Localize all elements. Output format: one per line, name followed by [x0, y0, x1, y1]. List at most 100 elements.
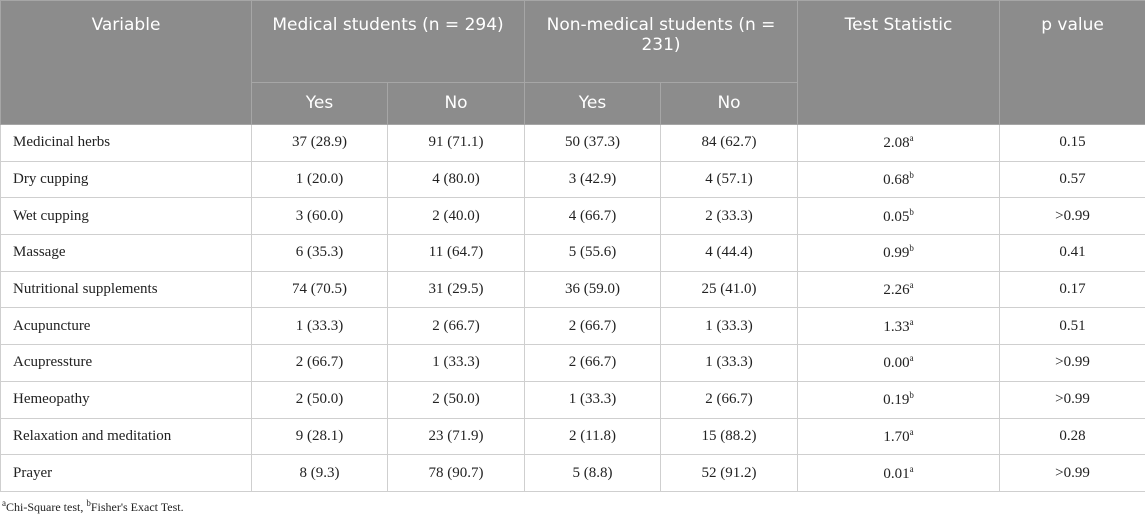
- stat-footnote-marker: b: [909, 243, 914, 254]
- cell-non-yes: 2 (11.8): [524, 417, 662, 456]
- cell-test-statistic: 0.68b: [797, 160, 1001, 199]
- cell-med-no: 78 (90.7): [386, 454, 526, 492]
- cell-med-no: 91 (71.1): [386, 124, 526, 162]
- header-variable: Variable: [0, 0, 252, 125]
- footnote-b-marker: b: [86, 497, 91, 508]
- header-non-no: No: [660, 82, 799, 125]
- cell-test-statistic: 0.19b: [797, 380, 1001, 419]
- cell-med-no: 11 (64.7): [386, 234, 526, 272]
- cell-test-statistic: 1.70a: [797, 417, 1001, 456]
- cell-p-value: 0.41: [999, 234, 1145, 272]
- cell-non-no: 25 (41.0): [660, 270, 799, 309]
- cell-test-statistic: 1.33a: [797, 307, 1001, 346]
- stat-footnote-marker: a: [909, 280, 914, 291]
- cell-med-yes: 3 (60.0): [251, 197, 388, 236]
- cell-test-statistic: 2.08a: [797, 124, 1001, 162]
- cell-non-no: 1 (33.3): [660, 344, 799, 382]
- cell-non-no: 2 (33.3): [660, 197, 799, 236]
- cell-non-yes: 5 (55.6): [524, 234, 662, 272]
- cell-p-value: 0.28: [999, 417, 1145, 456]
- cell-med-yes: 6 (35.3): [251, 234, 388, 272]
- cell-test-statistic: 0.00a: [797, 344, 1001, 382]
- table-row: Dry cupping 1 (20.0) 4 (80.0) 3 (42.9) 4 (57…: [0, 160, 1145, 199]
- header-nonmedical: Non-medical students (n = 231): [524, 0, 799, 83]
- header-p-value: p value: [999, 0, 1145, 125]
- results-table: Variable Medical students (n = 294) Non-…: [0, 0, 1145, 492]
- cell-test-statistic: 0.99b: [797, 234, 1001, 272]
- stat-footnote-marker: a: [909, 133, 914, 144]
- cell-variable: Massage: [0, 234, 252, 272]
- header-med-yes: Yes: [251, 82, 388, 125]
- cell-non-no: 52 (91.2): [660, 454, 799, 492]
- stat-footnote-marker: a: [909, 316, 914, 327]
- cell-med-yes: 1 (20.0): [251, 160, 388, 199]
- table-row: Acupressture 2 (66.7) 1 (33.3) 2 (66.7) 1 (3…: [0, 344, 1145, 382]
- cell-non-no: 1 (33.3): [660, 307, 799, 346]
- header-med-no: No: [386, 82, 526, 125]
- table-row: Acupuncture 1 (33.3) 2 (66.7) 2 (66.7) 1 (33…: [0, 307, 1145, 346]
- cell-p-value: 0.51: [999, 307, 1145, 346]
- cell-p-value: >0.99: [999, 344, 1145, 382]
- cell-med-no: 2 (66.7): [386, 307, 526, 346]
- cell-variable: Acupressture: [0, 344, 252, 382]
- cell-variable: Dry cupping: [0, 160, 252, 199]
- footnote-a-marker: a: [2, 497, 6, 508]
- stat-value: 1.70: [883, 428, 910, 445]
- stat-value: 0.19: [883, 392, 910, 409]
- cell-p-value: >0.99: [999, 197, 1145, 236]
- cell-test-statistic: 0.05b: [797, 197, 1001, 236]
- cell-med-yes: 2 (50.0): [251, 380, 388, 419]
- cell-p-value: 0.17: [999, 270, 1145, 309]
- cell-non-yes: 1 (33.3): [524, 380, 662, 419]
- cell-med-yes: 1 (33.3): [251, 307, 388, 346]
- table-row: Massage 6 (35.3) 11 (64.7) 5 (55.6) 4 (44.4)…: [0, 234, 1145, 272]
- stat-footnote-marker: b: [909, 206, 914, 217]
- cell-test-statistic: 2.26a: [797, 270, 1001, 309]
- cell-non-yes: 50 (37.3): [524, 124, 662, 162]
- cell-med-no: 1 (33.3): [386, 344, 526, 382]
- cell-non-no: 84 (62.7): [660, 124, 799, 162]
- cell-non-yes: 2 (66.7): [524, 344, 662, 382]
- header-test-statistic: Test Statistic: [797, 0, 1001, 125]
- stat-value: 0.05: [883, 208, 910, 225]
- cell-med-yes: 8 (9.3): [251, 454, 388, 492]
- cell-med-yes: 37 (28.9): [251, 124, 388, 162]
- table-row: Nutritional supplements 74 (70.5) 31 (29.5…: [0, 270, 1145, 309]
- cell-p-value: >0.99: [999, 380, 1145, 419]
- cell-variable: Prayer: [0, 454, 252, 492]
- cell-non-no: 4 (44.4): [660, 234, 799, 272]
- cell-non-yes: 2 (66.7): [524, 307, 662, 346]
- stat-value: 2.08: [883, 135, 910, 152]
- table-row: Medicinal herbs 37 (28.9) 91 (71.1) 50 (37.…: [0, 124, 1145, 162]
- stat-footnote-marker: b: [909, 390, 914, 401]
- cell-p-value: >0.99: [999, 454, 1145, 492]
- header-medical: Medical students (n = 294): [250, 0, 526, 83]
- header-non-yes: Yes: [524, 82, 662, 125]
- stat-value: 0.68: [883, 172, 910, 189]
- cell-non-yes: 3 (42.9): [524, 160, 662, 199]
- stat-value: 0.99: [883, 245, 910, 262]
- cell-variable: Medicinal herbs: [0, 124, 252, 162]
- cell-non-no: 2 (66.7): [660, 380, 799, 419]
- cell-med-no: 4 (80.0): [386, 160, 526, 199]
- cell-med-yes: 9 (28.1): [251, 417, 388, 456]
- table-row: Hemeopathy 2 (50.0) 2 (50.0) 1 (33.3) 2 (66.…: [0, 380, 1145, 419]
- cell-variable: Hemeopathy: [0, 380, 252, 419]
- cell-non-no: 15 (88.2): [660, 417, 799, 456]
- cell-med-yes: 2 (66.7): [251, 344, 388, 382]
- stat-footnote-marker: a: [909, 463, 914, 474]
- table-row: Prayer 8 (9.3) 78 (90.7) 5 (8.8) 52 (91.2) 0.…: [0, 454, 1145, 492]
- cell-med-no: 2 (40.0): [386, 197, 526, 236]
- cell-non-yes: 4 (66.7): [524, 197, 662, 236]
- cell-variable: Wet cupping: [0, 197, 252, 236]
- cell-p-value: 0.15: [999, 124, 1145, 162]
- cell-variable: Nutritional supplements: [0, 270, 252, 309]
- cell-non-yes: 36 (59.0): [524, 270, 662, 309]
- stat-footnote-marker: a: [909, 353, 914, 364]
- table-row: Wet cupping 3 (60.0) 2 (40.0) 4 (66.7) 2 (33…: [0, 197, 1145, 236]
- cell-test-statistic: 0.01a: [797, 454, 1001, 492]
- cell-med-no: 31 (29.5): [386, 270, 526, 309]
- cell-med-no: 2 (50.0): [386, 380, 526, 419]
- stat-value: 2.26: [883, 282, 910, 299]
- cell-variable: Relaxation and meditation: [0, 417, 252, 456]
